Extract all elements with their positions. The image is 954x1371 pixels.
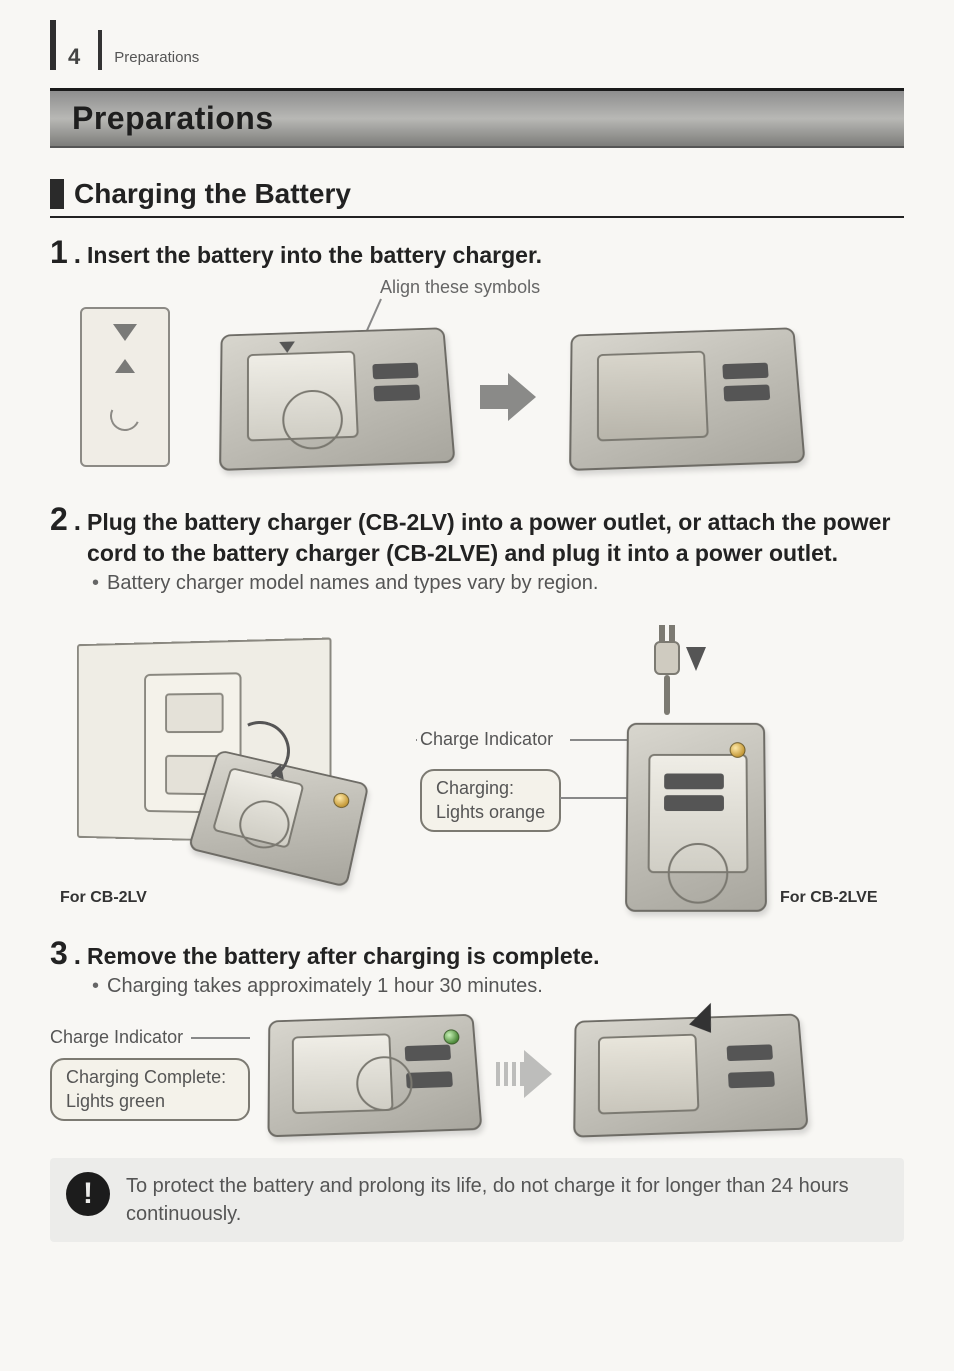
bullet-icon: • — [92, 972, 99, 1000]
figure-2: For CB-2LV Charge Indicator Charging: Li… — [50, 611, 904, 921]
triangle-up-icon — [115, 359, 135, 373]
align-label: Align these symbols — [380, 277, 540, 298]
arrow-down-icon — [686, 647, 706, 671]
head-tick — [50, 20, 56, 70]
page-number: 4 — [68, 44, 80, 70]
power-plug-icon — [650, 621, 684, 691]
figure-3: Charge Indicator Charging Complete: Ligh… — [50, 1014, 904, 1134]
caution-icon: ! — [66, 1172, 110, 1216]
bullet-icon: • — [92, 569, 99, 597]
section-heading: Charging the Battery — [74, 178, 351, 210]
step-1-title: Insert the battery into the battery char… — [87, 240, 542, 271]
warning-text: To protect the battery and prolong its l… — [126, 1172, 888, 1228]
charger-after — [570, 327, 800, 467]
step-3-body: • Charging takes approximately 1 hour 30… — [92, 972, 904, 1000]
head-divider — [98, 30, 102, 70]
running-head: 4 Preparations — [50, 30, 904, 70]
caption-cb2lv: For CB-2LV — [60, 889, 147, 907]
title-bar: Preparations — [50, 88, 904, 148]
alignment-triangle-icon — [279, 341, 295, 353]
step-1-head: 1 . Insert the battery into the battery … — [50, 234, 904, 271]
charger-cb2lve — [626, 721, 766, 911]
section-heading-row: Charging the Battery — [50, 178, 904, 218]
led-orange-icon — [332, 792, 351, 810]
leader-line — [191, 1037, 250, 1039]
highlight-circle-icon — [282, 389, 344, 450]
figure-3-labels: Charge Indicator Charging Complete: Ligh… — [50, 1027, 250, 1121]
status-box-complete: Charging Complete: Lights green — [50, 1058, 250, 1121]
leader-line — [570, 739, 630, 741]
step-dot: . — [74, 506, 81, 537]
step-3-title: Remove the battery after charging is com… — [87, 941, 600, 972]
charger-removed — [574, 1014, 804, 1134]
step-3: 3 . Remove the battery after charging is… — [50, 935, 904, 1134]
warning-box: ! To protect the battery and prolong its… — [50, 1158, 904, 1242]
step-2-note: Battery charger model names and types va… — [107, 569, 598, 597]
section-bar-icon — [50, 179, 64, 209]
step-dot: . — [74, 239, 81, 270]
led-green-icon — [443, 1029, 460, 1045]
step-dot: . — [74, 940, 81, 971]
arrow-right-icon — [480, 367, 540, 427]
step-1-number: 1 — [50, 234, 68, 271]
step-2: 2 . Plug the battery charger (CB-2LV) in… — [50, 501, 904, 921]
leader-dot — [416, 739, 417, 741]
battery-alignment-icon — [80, 307, 170, 467]
arrow-right-dotted-icon — [496, 1044, 556, 1104]
step-3-number: 3 — [50, 935, 68, 972]
step-2-number: 2 — [50, 501, 68, 538]
charge-indicator-label-3: Charge Indicator — [50, 1027, 183, 1048]
hook-icon — [106, 397, 144, 435]
lift-arrow-icon — [689, 999, 722, 1033]
page-title: Preparations — [72, 100, 274, 137]
charger-before — [220, 327, 450, 467]
highlight-circle-icon — [668, 843, 729, 904]
step-2-head: 2 . Plug the battery charger (CB-2LV) in… — [50, 501, 904, 569]
triangle-down-icon — [115, 327, 135, 341]
step-2-title: Plug the battery charger (CB-2LV) into a… — [87, 507, 904, 569]
step-1: 1 . Insert the battery into the battery … — [50, 234, 904, 487]
step-2-body: • Battery charger model names and types … — [92, 569, 904, 597]
leader-line — [560, 797, 630, 799]
caption-cb2lve: For CB-2LVE — [780, 889, 877, 907]
manual-page: 4 Preparations Preparations Charging the… — [0, 0, 954, 1371]
charger-complete — [268, 1014, 478, 1134]
step-3-head: 3 . Remove the battery after charging is… — [50, 935, 904, 972]
figure-1: Align these symbols — [50, 277, 904, 487]
status-box-charging: Charging: Lights orange — [420, 769, 561, 832]
chapter-label: Preparations — [114, 49, 199, 70]
step-3-note: Charging takes approximately 1 hour 30 m… — [107, 972, 543, 1000]
charge-indicator-label: Charge Indicator — [420, 729, 553, 750]
